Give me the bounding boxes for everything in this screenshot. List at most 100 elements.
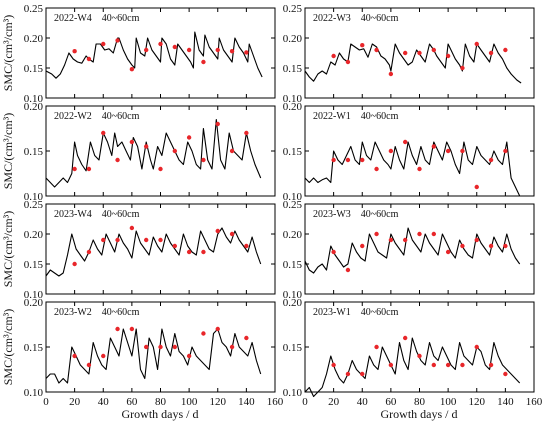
- x-axis-label-right: Growth days / d: [381, 407, 458, 421]
- measured-point: [445, 362, 451, 368]
- y-tick-label: 0.10: [283, 387, 303, 399]
- measured-point: [86, 56, 92, 62]
- simulated-line: [45, 328, 262, 384]
- measured-point: [115, 326, 120, 332]
- y-tick-label: 0.20: [283, 33, 303, 45]
- measured-point: [488, 157, 494, 163]
- panel-title: 2023-W4 40~60cm: [54, 209, 140, 220]
- measured-point: [172, 344, 178, 350]
- measured-point: [445, 148, 451, 154]
- x-tick-label: 100: [440, 396, 457, 408]
- measured-point: [345, 157, 351, 163]
- measured-point: [360, 43, 365, 48]
- simulated-line: [45, 118, 262, 188]
- measured-point: [201, 331, 206, 336]
- measured-point: [244, 130, 249, 136]
- panel-title: 2022-W3 40~60cm: [313, 13, 399, 24]
- y-tick-label: 0.15: [283, 63, 303, 75]
- y-axis-label: SMC/(cm³/cm³): [1, 15, 15, 92]
- measured-point: [488, 362, 494, 368]
- panel-title: 2022-W1 40~60cm: [313, 111, 399, 122]
- measured-point: [474, 344, 479, 350]
- measured-point: [72, 166, 77, 172]
- measured-point: [360, 243, 365, 249]
- measured-point: [129, 67, 135, 72]
- x-tick-label: 80: [414, 396, 426, 408]
- measured-point: [360, 157, 365, 163]
- measured-point: [215, 228, 220, 234]
- measured-point: [431, 362, 437, 368]
- measured-point: [431, 231, 437, 237]
- measured-point: [503, 47, 508, 53]
- measured-point: [229, 148, 235, 154]
- measured-point: [101, 41, 106, 47]
- y-tick-label: 0.10: [283, 191, 303, 203]
- measured-point: [101, 237, 106, 243]
- simulated-line: [304, 43, 522, 84]
- measured-point: [460, 65, 465, 71]
- measured-point: [129, 225, 135, 231]
- y-tick-label: 0.15: [283, 146, 303, 158]
- panel-2022-w3: 0.10 0.15 0.20 0.25 2022-W3 40~60cm: [283, 3, 535, 105]
- measured-point: [431, 144, 437, 149]
- y-tick-label: 0.15: [24, 342, 44, 354]
- y-tick-label: 0.10: [283, 289, 303, 301]
- y-tick-label: 0.15: [283, 342, 303, 354]
- x-tick-label: 0: [302, 396, 308, 408]
- y-tick-label: 0.20: [24, 297, 44, 309]
- panel-title: 2022-W4 40~60cm: [54, 13, 140, 24]
- measured-point: [331, 249, 336, 255]
- measured-point: [172, 243, 178, 249]
- y-tick-label: 0.10: [24, 93, 44, 105]
- measured-point: [402, 139, 408, 145]
- panel-title: 2023-W1 40~60cm: [313, 307, 399, 318]
- simulated-line: [304, 227, 521, 274]
- measured-point: [474, 237, 479, 243]
- panel-2022-w2: 0.10 0.15 0.20 2022-W2 40~60cm SMC/(cm³/cm³): [1, 101, 276, 203]
- measured-point: [417, 231, 422, 237]
- x-tick-label: 140: [497, 396, 514, 408]
- y-tick-label: 0.25: [24, 3, 44, 15]
- measured-point: [374, 166, 379, 172]
- panel-title: 2023-W3 40~60cm: [313, 209, 399, 220]
- measured-point: [474, 41, 479, 47]
- measured-point: [115, 38, 120, 43]
- panel-2023-w2: 0.10 0.15 0.20 0 20 40 60 80 100 120 140 160 2023-W2…: [1, 297, 284, 408]
- y-tick-label: 0.10: [283, 93, 303, 105]
- x-tick-label: 140: [238, 396, 255, 408]
- measured-point: [460, 243, 465, 249]
- x-tick-label: 40: [357, 396, 369, 408]
- y-tick-label: 0.15: [24, 146, 44, 158]
- y-axis-label: SMC/(cm³/cm³): [1, 211, 15, 288]
- measured-point: [129, 139, 135, 145]
- measured-point: [417, 353, 422, 359]
- y-tick-label: 0.25: [283, 3, 303, 15]
- y-tick-label: 0.15: [24, 259, 44, 271]
- measured-point: [172, 44, 178, 50]
- panel-2023-w4: 0.10 0.15 0.20 0.25 2023-W4 40~60cm SMC/(cm³/…: [1, 199, 276, 301]
- measured-point: [360, 371, 365, 377]
- measured-point: [143, 144, 149, 149]
- measured-point: [244, 50, 249, 55]
- measured-point: [417, 50, 422, 56]
- measured-point: [229, 231, 235, 237]
- panel-2023-w3: 0.10 0.15 0.20 0.25 2023-W3 40~60cm: [283, 199, 535, 301]
- measured-point: [86, 166, 92, 172]
- measured-point: [186, 135, 192, 140]
- x-tick-label: 0: [43, 396, 49, 408]
- measured-point: [186, 47, 192, 53]
- x-tick-label: 160: [526, 396, 543, 408]
- measured-point: [215, 121, 220, 127]
- measured-point: [158, 344, 163, 350]
- x-tick-label: 100: [181, 396, 198, 408]
- x-tick-label: 80: [155, 396, 167, 408]
- measured-point: [72, 49, 77, 54]
- measured-point: [331, 53, 336, 59]
- measured-point: [460, 148, 465, 154]
- y-tick-label: 0.25: [283, 199, 303, 211]
- measured-point: [331, 362, 336, 368]
- x-tick-label: 60: [126, 396, 138, 408]
- measured-point: [388, 71, 394, 77]
- x-tick-label: 120: [210, 396, 227, 408]
